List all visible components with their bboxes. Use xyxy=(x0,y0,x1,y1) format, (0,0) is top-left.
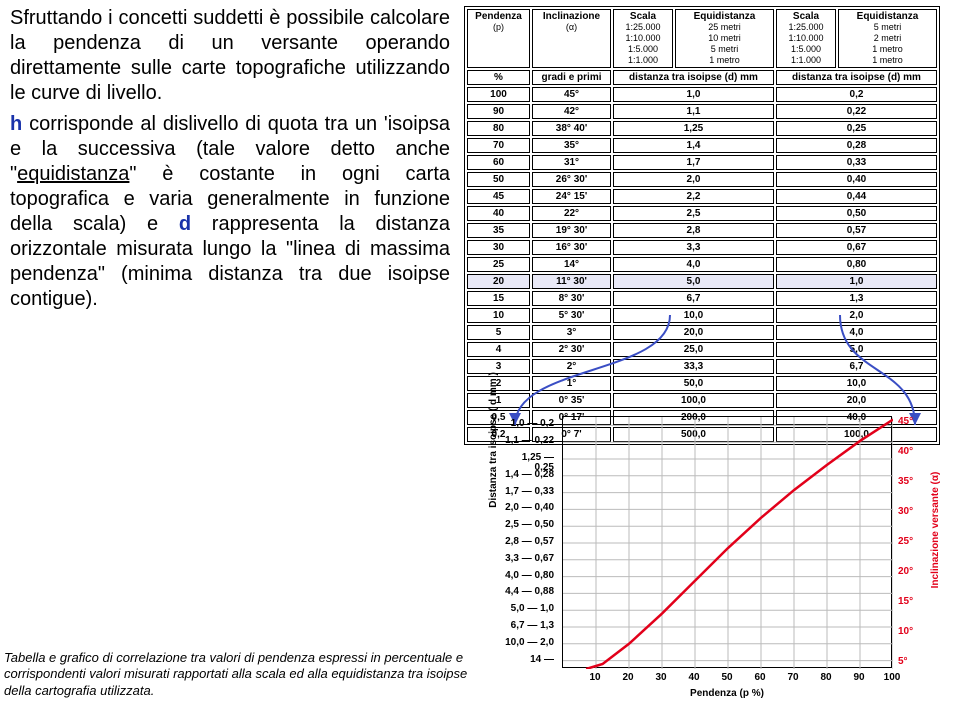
slope-table: Pendenza(p)Inclinazione(α)Scala1:25.0001… xyxy=(464,6,940,445)
table-row: 10° 35'100,020,0 xyxy=(467,393,937,408)
para2: h corrisponde al dislivello di quota tra… xyxy=(10,112,450,312)
table-subheader: gradi e primi xyxy=(532,70,611,85)
x-tick: 60 xyxy=(748,672,772,683)
table-row: 8038° 40'1,250,25 xyxy=(467,121,937,136)
table-header: Inclinazione(α) xyxy=(532,9,611,68)
x-tick: 90 xyxy=(847,672,871,683)
y-right-tick: 25° xyxy=(898,536,938,547)
y-right-tick: 10° xyxy=(898,626,938,637)
table-header: Equidistanza5 metri2 metri1 metro1 metro xyxy=(838,9,937,68)
x-tick: 10 xyxy=(583,672,607,683)
table-row: 4022°2,50,50 xyxy=(467,206,937,221)
x-tick: 80 xyxy=(814,672,838,683)
table-row: 9042°1,10,22 xyxy=(467,104,937,119)
figure-caption: Tabella e grafico di correlazione tra va… xyxy=(0,650,480,699)
y-left-tick: 2,5 — 0,50 xyxy=(504,520,554,530)
y-right-tick: 15° xyxy=(898,596,938,607)
table-row: 7035°1,40,28 xyxy=(467,138,937,153)
table-subheader: distanza tra isoipse (d) mm xyxy=(613,70,774,85)
y-left-tick: 3,3 — 0,67 xyxy=(504,554,554,564)
para1: Sfruttando i concetti suddetti è possibi… xyxy=(10,6,450,106)
y-left-tick: 1,0 — 0,2 xyxy=(504,419,554,429)
y-left-tick: 4,0 — 0,80 xyxy=(504,571,554,581)
table-subheader: % xyxy=(467,70,530,85)
y-left-tick: 1,4 — 0,28 xyxy=(504,470,554,480)
x-tick: 20 xyxy=(616,672,640,683)
y-right-tick: 5° xyxy=(898,656,938,667)
table-header: Scala1:25.0001:10.0001:5.0001:1.000 xyxy=(776,9,836,68)
keyword-equidistanza: equidistanza xyxy=(17,163,129,185)
y-left-tick: 6,7 — 1,3 xyxy=(504,621,554,631)
y-right-tick: 45° xyxy=(898,416,938,427)
y-left-tick: 2,0 — 0,40 xyxy=(504,503,554,513)
table-row: 105° 30'10,02,0 xyxy=(467,308,937,323)
table-row: 3519° 30'2,80,57 xyxy=(467,223,937,238)
y-right-tick: 20° xyxy=(898,566,938,577)
table-row: 4524° 15'2,20,44 xyxy=(467,189,937,204)
table-row: 6031°1,70,33 xyxy=(467,155,937,170)
y-left-tick: 5,0 — 1,0 xyxy=(504,604,554,614)
correlation-chart: Distanza tra isoipse ( d mm ) Inclinazio… xyxy=(500,410,950,710)
table-row: 2011° 30'5,01,0 xyxy=(467,274,937,289)
explanatory-text: Sfruttando i concetti suddetti è possibi… xyxy=(10,6,450,445)
table-row: 42° 30'25,05,0 xyxy=(467,342,937,357)
table-row: 32°33,36,7 xyxy=(467,359,937,374)
table-row: 2514°4,00,80 xyxy=(467,257,937,272)
table-header: Pendenza(p) xyxy=(467,9,530,68)
y-left-tick: 1,1 — 0,22 xyxy=(504,436,554,446)
table-row: 21°50,010,0 xyxy=(467,376,937,391)
y-right-axis-title: Inclinazione versante (α) xyxy=(930,450,941,610)
x-tick: 70 xyxy=(781,672,805,683)
table-subheader: distanza tra isoipse (d) mm xyxy=(776,70,937,85)
symbol-h: h xyxy=(10,113,22,135)
x-tick: 40 xyxy=(682,672,706,683)
y-left-tick: 10,0 — 2,0 xyxy=(504,638,554,648)
y-left-tick: 4,4 — 0,88 xyxy=(504,587,554,597)
y-left-tick: 2,8 — 0,57 xyxy=(504,537,554,547)
y-right-tick: 40° xyxy=(898,446,938,457)
x-tick: 100 xyxy=(880,672,904,683)
table-row: 3016° 30'3,30,67 xyxy=(467,240,937,255)
table-header: Scala1:25.0001:10.0001:5.0001:1.000 xyxy=(613,9,673,68)
table-row: 5026° 30'2,00,40 xyxy=(467,172,937,187)
x-tick: 30 xyxy=(649,672,673,683)
x-axis-title: Pendenza (p %) xyxy=(562,688,892,699)
plot-area xyxy=(562,416,892,668)
y-left-axis-title: Distanza tra isoipse ( d mm ) xyxy=(488,340,499,540)
y-right-tick: 30° xyxy=(898,506,938,517)
x-tick: 50 xyxy=(715,672,739,683)
table-row: 10045°1,00,2 xyxy=(467,87,937,102)
table-header: Equidistanza25 metri10 metri5 metri1 met… xyxy=(675,9,774,68)
y-left-tick: 1,7 — 0,33 xyxy=(504,487,554,497)
symbol-d: d xyxy=(179,213,191,235)
y-right-tick: 35° xyxy=(898,476,938,487)
y-left-tick: 14 — xyxy=(504,655,554,665)
table-row: 158° 30'6,71,3 xyxy=(467,291,937,306)
table-row: 53°20,04,0 xyxy=(467,325,937,340)
